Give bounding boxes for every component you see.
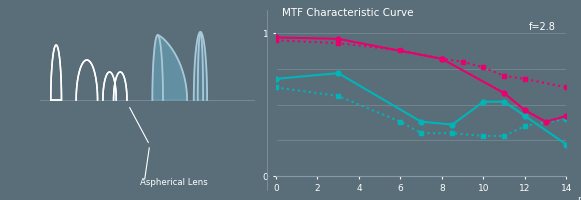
- Text: Aspherical Lens: Aspherical Lens: [141, 178, 208, 187]
- 15lp M: [272, 39, 279, 41]
- 15lp S: [439, 58, 446, 60]
- 45lp M: [449, 132, 456, 134]
- 45lp S: [449, 123, 456, 126]
- 15lp S: [335, 38, 342, 40]
- 15lp M: [563, 86, 570, 89]
- 45lp M: [480, 135, 487, 137]
- 45lp S: [272, 78, 279, 80]
- Text: MTF Characteristic Curve: MTF Characteristic Curve: [282, 8, 413, 18]
- Text: f=2.8: f=2.8: [529, 22, 556, 32]
- 15lp S: [522, 109, 529, 111]
- 15lp M: [335, 42, 342, 44]
- 45lp S: [418, 121, 425, 123]
- 45lp M: [418, 132, 425, 134]
- 15lp S: [272, 36, 279, 39]
- 15lp M: [439, 58, 446, 60]
- 15lp M: [501, 75, 508, 77]
- 15lp S: [542, 121, 549, 123]
- 15lp M: [397, 49, 404, 51]
- 15lp M: [459, 61, 466, 63]
- Line: 15lp S: 15lp S: [274, 35, 569, 124]
- 15lp S: [563, 115, 570, 117]
- 15lp M: [480, 66, 487, 69]
- 45lp S: [563, 143, 570, 146]
- 45lp M: [522, 125, 529, 127]
- 45lp M: [335, 95, 342, 97]
- Line: 45lp M: 45lp M: [274, 85, 569, 138]
- Line: 15lp M: 15lp M: [274, 38, 569, 90]
- 45lp M: [563, 118, 570, 120]
- 45lp S: [335, 72, 342, 74]
- 15lp M: [522, 78, 529, 80]
- Text: mm: mm: [577, 195, 581, 200]
- 45lp M: [272, 86, 279, 89]
- 45lp S: [480, 101, 487, 103]
- Polygon shape: [194, 32, 207, 100]
- Line: 45lp S: 45lp S: [274, 71, 569, 147]
- 45lp S: [522, 115, 529, 117]
- 45lp S: [501, 101, 508, 103]
- 15lp S: [501, 92, 508, 94]
- 45lp M: [501, 135, 508, 137]
- 45lp M: [397, 121, 404, 123]
